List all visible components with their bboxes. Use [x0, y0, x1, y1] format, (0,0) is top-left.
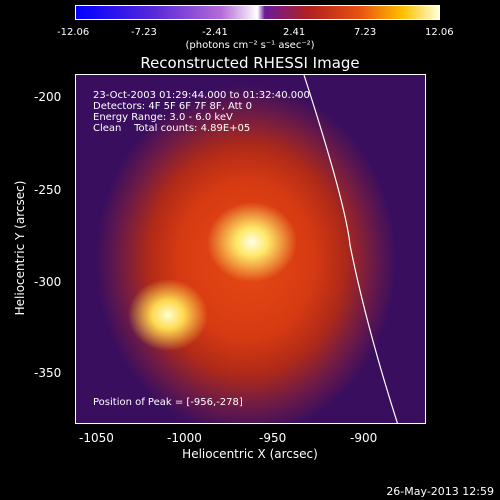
y-tick-label: -250 [34, 183, 62, 197]
x-axis-label: Heliocentric X (arcsec) [182, 447, 318, 461]
colorbar-tick: 7.23 [354, 27, 377, 38]
colorbar-tick: -12.06 [57, 27, 90, 38]
detectors-text: Detectors: 4F 5F 6F 7F 8F, Att 0 [93, 101, 253, 112]
energy-range-text: Energy Range: 3.0 - 6.0 keV [93, 112, 233, 123]
colorbar-tick: -7.23 [131, 27, 157, 38]
limb-overlay [303, 75, 398, 423]
x-tick-label: -1000 [167, 431, 202, 445]
peak-position-text: Position of Peak = [-956,-278] [93, 397, 243, 408]
colorbar-units: (photons cm⁻² s⁻¹ asec⁻²) [185, 40, 315, 51]
y-tick-label: -200 [34, 90, 62, 104]
solar-limb-line [303, 75, 398, 423]
time-range: 23-Oct-2003 01:29:44.000 to 01:32:40.000 [93, 90, 310, 101]
x-tick-label: -900 [350, 431, 378, 445]
y-tick-label: -350 [34, 366, 62, 380]
y-tick-label: -300 [34, 275, 62, 289]
y-axis-label: Heliocentric Y (arcsec) [13, 180, 27, 316]
colorbar-tick: -2.41 [202, 27, 228, 38]
footer-date: 26-May-2013 12:59 [386, 485, 494, 498]
x-tick-label: -950 [259, 431, 287, 445]
colorbar [75, 5, 440, 20]
image-title: Reconstructed RHESSI Image [140, 54, 360, 72]
x-tick-label: -1050 [79, 431, 114, 445]
solar-image [75, 74, 426, 424]
clean-counts-text: Clean Total counts: 4.89E+05 [93, 123, 251, 134]
colorbar-tick: 12.06 [425, 27, 454, 38]
colorbar-tick: 2.41 [283, 27, 306, 38]
